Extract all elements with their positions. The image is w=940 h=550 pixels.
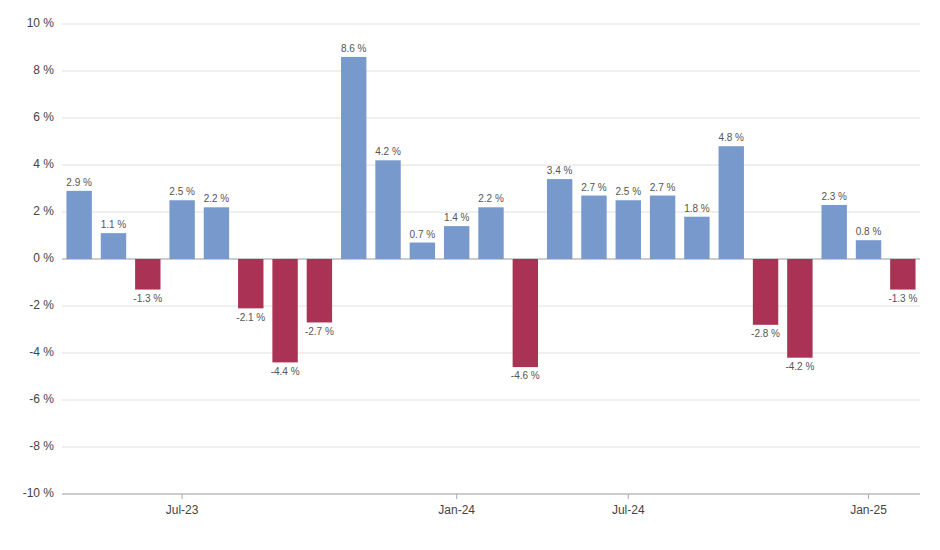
bar [169,200,194,259]
x-axis: Jul-23 Jan-24 Jul-24 Jan-25 [62,494,920,517]
data-label: -2.7 % [305,326,334,337]
y-tick-label: 0 % [33,251,54,265]
x-tick [628,494,629,499]
data-label: 2.5 % [615,186,641,197]
data-label: 1.4 % [444,212,470,223]
data-label: 1.1 % [101,219,127,230]
data-labels: 2.9 % 1.1 % -1.3 % 2.5 % 2.2 % -2.1 % -4.4 % -2… [66,43,917,381]
data-label: 4.8 % [718,132,744,143]
y-tick-label: -10 % [23,486,55,500]
bar [684,217,709,259]
bar [650,196,675,259]
bar [753,259,778,325]
y-axis: -10 % -8 % -6 % -4 % -2 % 0 % 2 % 4 % 6 % 8 % 10 % [23,16,55,500]
y-tick-label: 10 % [27,16,55,30]
data-label: 2.5 % [169,186,195,197]
data-label: -4.4 % [271,366,300,377]
x-tick-label: Jul-24 [612,503,645,517]
data-label: 0.8 % [856,226,882,237]
data-label: 2.2 % [204,193,230,204]
bar [101,233,126,259]
bar [272,259,297,362]
bar [719,146,744,259]
x-tick-label: Jul-23 [166,503,199,517]
data-label: -2.1 % [236,312,265,323]
bar [135,259,160,290]
data-label: -4.2 % [785,361,814,372]
data-label: 2.7 % [581,182,607,193]
data-label: 2.9 % [66,177,92,188]
bar [513,259,538,367]
x-tick-label: Jan-25 [850,503,887,517]
y-tick-label: -6 % [29,392,54,406]
grid-line [62,447,920,448]
data-label: -2.8 % [751,328,780,339]
x-axis-line [62,494,920,495]
bar [307,259,332,322]
grid-line [62,494,920,495]
data-label: -4.6 % [511,370,540,381]
bar [238,259,263,308]
x-tick-label: Jan-24 [438,503,475,517]
y-tick-label: 2 % [33,204,54,218]
grid [62,24,920,494]
y-tick-label: -2 % [29,298,54,312]
data-label: -1.3 % [133,293,162,304]
x-tick [182,494,183,499]
data-label: 2.3 % [821,191,847,202]
data-label: 2.7 % [650,182,676,193]
y-tick-label: 6 % [33,110,54,124]
bar [204,207,229,259]
bar [444,226,469,259]
bar [856,240,881,259]
data-label: 1.8 % [684,203,710,214]
bars [66,57,915,367]
x-tick [456,494,457,499]
y-tick-label: 8 % [33,63,54,77]
bar [787,259,812,358]
bar [341,57,366,259]
x-tick [868,494,869,499]
bar [547,179,572,259]
data-label: 8.6 % [341,43,367,54]
grid-line [62,118,920,119]
y-tick-label: 4 % [33,157,54,171]
grid-line [62,165,920,166]
bar [890,259,915,290]
y-tick-label: -4 % [29,345,54,359]
grid-line [62,71,920,72]
data-label: 0.7 % [410,229,436,240]
chart: -10 % -8 % -6 % -4 % -2 % 0 % 2 % 4 % 6 % 8 % 10 %… [0,0,940,550]
bar [478,207,503,259]
bar [822,205,847,259]
data-label: 3.4 % [547,165,573,176]
grid-line [62,24,920,25]
y-tick-label: -8 % [29,439,54,453]
data-label: -1.3 % [888,293,917,304]
bar [375,160,400,259]
grid-line [62,400,920,401]
bar [66,191,91,259]
bar [616,200,641,259]
data-label: 4.2 % [375,146,401,157]
data-label: 2.2 % [478,193,504,204]
bar [581,196,606,259]
bar [410,243,435,259]
